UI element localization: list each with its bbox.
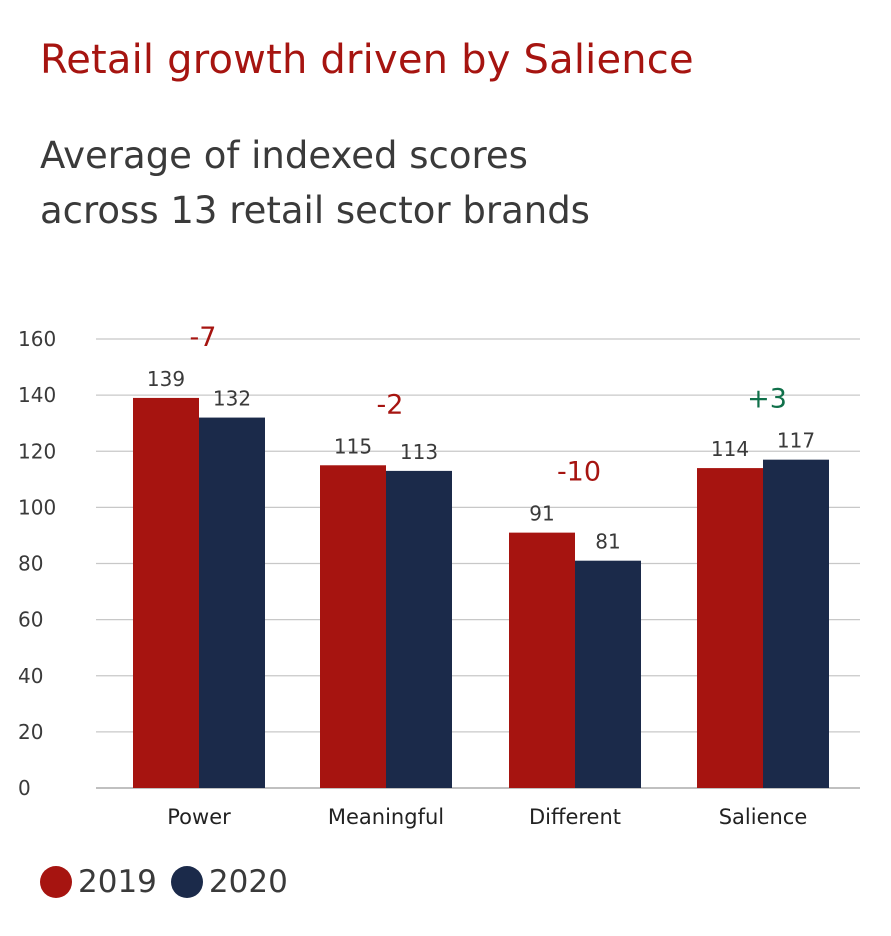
value-label-different-2019: 91	[529, 502, 554, 526]
bar-power-2020	[199, 417, 265, 788]
bar-salience-2020	[763, 459, 829, 788]
y-tick-label-40: 40	[18, 664, 43, 688]
legend-item-2020: 2020	[170, 864, 288, 900]
x-tick-label-meaningful: Meaningful	[328, 805, 444, 829]
value-label-salience-2019: 114	[711, 437, 749, 461]
bar-different-2019	[509, 532, 575, 788]
chart-legend: 2019 2020	[40, 864, 302, 900]
x-tick-label-different: Different	[529, 805, 621, 829]
legend-label-2019: 2019	[78, 864, 157, 900]
value-label-power-2019: 139	[147, 367, 185, 391]
change-label-different: -10	[557, 457, 601, 488]
y-tick-label-80: 80	[18, 552, 43, 576]
bar-meaningful-2020	[386, 470, 452, 788]
chart-subtitle: Average of indexed scores across 13 reta…	[40, 128, 860, 238]
value-label-power-2020: 132	[213, 387, 251, 411]
value-label-meaningful-2020: 113	[400, 440, 438, 464]
bar-meaningful-2019	[320, 465, 386, 788]
y-tick-label-0: 0	[18, 776, 31, 800]
legend-item-2019: 2019	[40, 864, 157, 900]
chart-title: Retail growth driven by Salience	[40, 37, 694, 83]
x-tick-label-power: Power	[167, 805, 231, 829]
y-tick-label-100: 100	[18, 495, 56, 519]
bar-different-2020	[575, 560, 641, 788]
y-tick-label-140: 140	[18, 383, 56, 407]
y-tick-label-160: 160	[18, 327, 56, 351]
value-label-meaningful-2019: 115	[334, 434, 372, 458]
bar-salience-2019	[697, 468, 763, 788]
chart-subtitle-line-1: Average of indexed scores	[40, 134, 528, 177]
bar-power-2019	[133, 397, 199, 788]
y-tick-label-60: 60	[18, 608, 43, 632]
y-tick-label-20: 20	[18, 720, 43, 744]
legend-swatch-2019	[40, 866, 72, 898]
value-label-different-2020: 81	[595, 530, 620, 554]
change-label-meaningful: -2	[377, 389, 404, 420]
chart-subtitle-line-2: across 13 retail sector brands	[40, 189, 590, 232]
legend-swatch-2020	[170, 866, 203, 898]
value-label-salience-2020: 117	[777, 429, 815, 453]
legend-label-2020: 2020	[208, 864, 288, 900]
y-tick-label-120: 120	[18, 439, 56, 463]
change-label-salience: +3	[747, 384, 787, 415]
x-tick-label-salience: Salience	[719, 805, 808, 829]
change-label-power: -7	[190, 322, 217, 353]
